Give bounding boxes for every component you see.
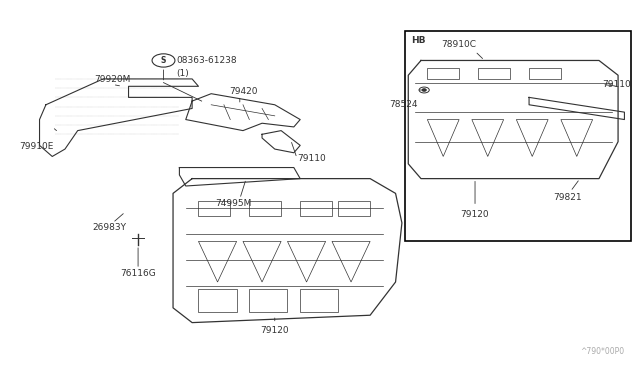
Text: S: S [161,56,166,65]
Text: 79420: 79420 [228,87,257,96]
Text: 79110: 79110 [297,154,326,163]
Text: (1): (1) [176,69,189,78]
Text: 79920M: 79920M [95,76,131,84]
Bar [405,31,631,241]
Text: 79110: 79110 [602,80,631,89]
Text: HB: HB [412,36,426,45]
Text: ^790*00P0: ^790*00P0 [580,347,625,356]
Text: 78910C: 78910C [442,41,477,49]
Text: 79821: 79821 [553,193,582,202]
Text: 78524: 78524 [389,100,418,109]
Text: 74995M: 74995M [215,199,252,208]
Text: 79120: 79120 [260,326,289,335]
Text: 08363-61238: 08363-61238 [176,56,237,65]
Circle shape [422,89,426,91]
Text: 76116G: 76116G [120,269,156,278]
Text: 79910E: 79910E [19,142,54,151]
Text: 79120: 79120 [461,210,490,219]
Text: 26983Y: 26983Y [92,223,127,232]
